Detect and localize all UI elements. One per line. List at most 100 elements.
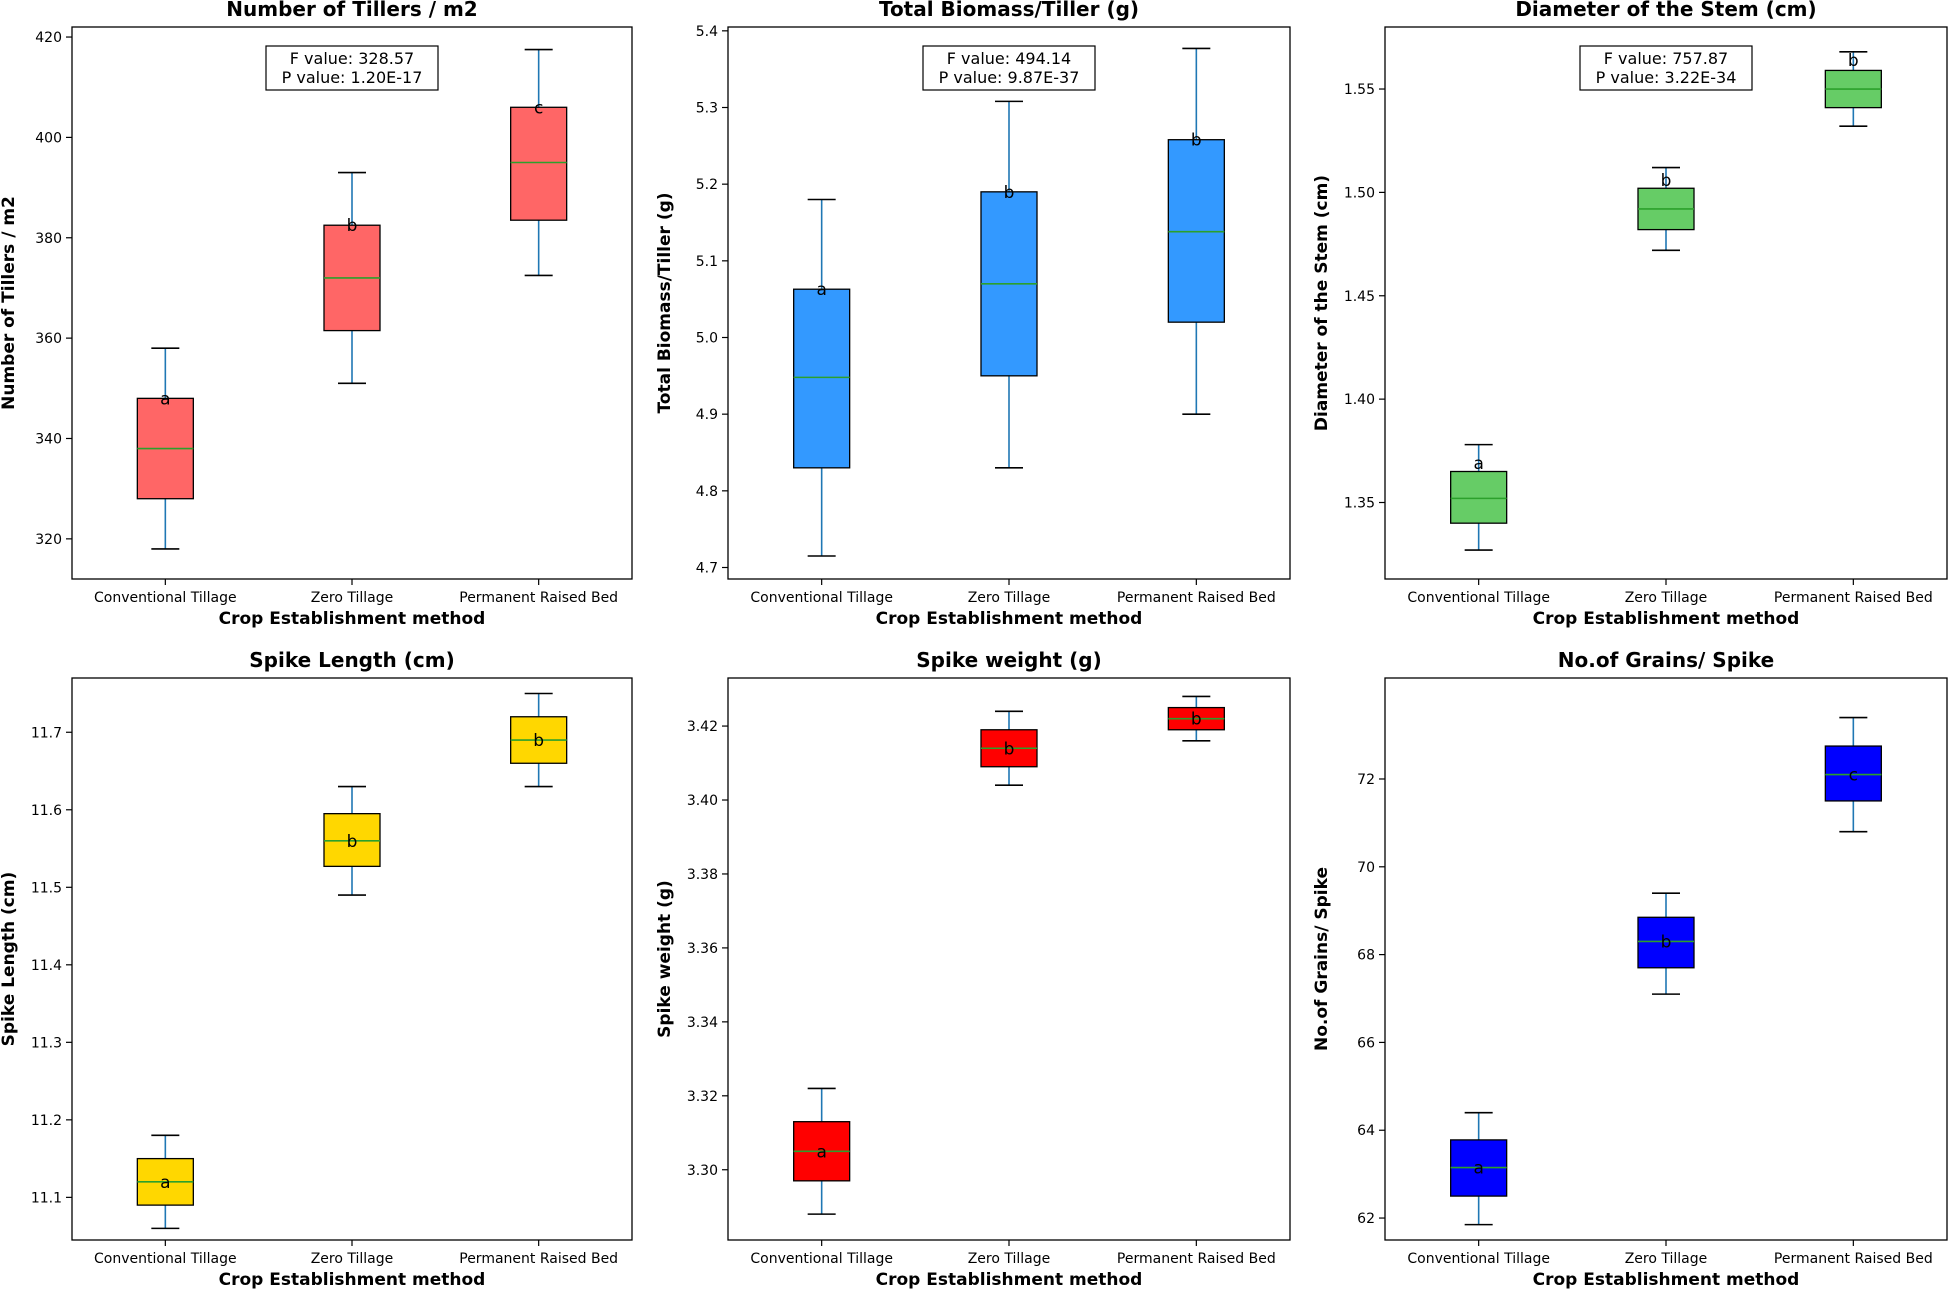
x-tick-label: Zero Tillage — [311, 1251, 394, 1267]
y-tick-label: 64 — [1357, 1123, 1375, 1139]
chart-title: No.of Grains/ Spike — [1558, 648, 1774, 672]
y-tick-label: 1.45 — [1344, 289, 1375, 305]
y-tick-label: 11.6 — [31, 803, 62, 819]
stats-box — [1579, 45, 1753, 91]
box-iqr — [1824, 745, 1882, 802]
y-tick-label: 3.36 — [687, 941, 718, 957]
box-1 — [1450, 443, 1508, 551]
y-tick-label: 340 — [35, 431, 62, 447]
y-tick-label: 1.50 — [1344, 185, 1375, 201]
box-3 — [1167, 47, 1225, 415]
x-tick-label: Permanent Raised Bed — [1774, 590, 1933, 606]
x-tick-label: Permanent Raised Bed — [459, 590, 618, 606]
box-2 — [1637, 166, 1695, 252]
significance-letter: b — [347, 216, 358, 236]
p-value: P value: 9.87E-37 — [939, 68, 1080, 87]
x-tick-label: Permanent Raised Bed — [1117, 1251, 1276, 1267]
box-1 — [793, 1087, 851, 1215]
box-2 — [980, 710, 1038, 787]
box-3 — [1824, 51, 1882, 128]
y-axis-label: Number of Tillers / m2 — [0, 196, 19, 410]
x-tick-label: Conventional Tillage — [1407, 590, 1550, 606]
y-tick-label: 11.4 — [31, 958, 62, 974]
x-axis-label: Crop Establishment method — [1533, 609, 1800, 629]
x-tick-label: Permanent Raised Bed — [1774, 1251, 1933, 1267]
y-axis-label: Diameter of the Stem (cm) — [1312, 175, 1332, 431]
chart-title: Total Biomass/Tiller (g) — [879, 0, 1139, 21]
box-iqr — [510, 106, 568, 221]
x-axis-label: Crop Establishment method — [219, 1270, 486, 1290]
y-tick-label: 5.3 — [696, 101, 718, 117]
significance-letter: b — [533, 731, 544, 751]
x-tick-label: Permanent Raised Bed — [459, 1251, 618, 1267]
y-tick-label: 5.0 — [696, 331, 718, 347]
chart-panel-5: Spike weight (g) 3.30 3.32 3.34 3.36 3.38 3.40… — [655, 648, 1291, 1290]
x-tick-label: Zero Tillage — [1625, 590, 1708, 606]
chart-title: Spike Length (cm) — [249, 648, 454, 672]
y-tick-label: 3.40 — [687, 793, 718, 809]
significance-letter: c — [534, 98, 543, 118]
y-tick-label: 11.1 — [31, 1190, 62, 1206]
box-1 — [136, 347, 194, 550]
significance-letter: a — [1473, 454, 1483, 474]
y-tick-label: 11.5 — [31, 880, 62, 896]
y-tick-label: 320 — [35, 532, 62, 548]
box-3 — [1824, 716, 1882, 833]
significance-letter: a — [160, 1173, 170, 1193]
y-tick-label: 68 — [1357, 948, 1375, 964]
y-tick-label: 380 — [35, 231, 62, 247]
y-tick-label: 3.38 — [687, 867, 718, 883]
x-tick-label: Conventional Tillage — [94, 590, 237, 606]
significance-letter: b — [1661, 932, 1672, 952]
box-3 — [510, 48, 568, 277]
chart-title: Spike weight (g) — [916, 648, 1101, 672]
y-tick-label: 5.2 — [696, 177, 718, 193]
p-value: P value: 3.22E-34 — [1596, 68, 1737, 87]
x-axis-label: Crop Establishment method — [1533, 1270, 1800, 1290]
box-iqr — [1637, 916, 1695, 969]
x-tick-label: Permanent Raised Bed — [1117, 590, 1276, 606]
chart-panel-6: No.of Grains/ Spike 62 64 66 68 70 72 Conventio… — [1312, 648, 1948, 1290]
y-tick-label: 62 — [1357, 1211, 1375, 1227]
x-tick-label: Zero Tillage — [968, 1251, 1051, 1267]
y-tick-label: 4.8 — [696, 484, 718, 500]
x-axis-label: Crop Establishment method — [876, 1270, 1143, 1290]
y-tick-label: 4.9 — [696, 407, 718, 423]
y-tick-label: 3.42 — [687, 719, 718, 735]
y-tick-label: 1.55 — [1344, 82, 1375, 98]
x-tick-label: Conventional Tillage — [94, 1251, 237, 1267]
y-tick-label: 11.3 — [31, 1035, 62, 1051]
box-2 — [980, 100, 1038, 469]
x-tick-label: Conventional Tillage — [750, 590, 893, 606]
box-1 — [136, 1134, 194, 1230]
chart-panel-1: Number of Tillers / m2 320 340 360 380 400 420… — [0, 0, 633, 629]
box-1 — [1450, 1111, 1508, 1226]
y-tick-label: 1.35 — [1344, 496, 1375, 512]
x-tick-label: Zero Tillage — [968, 590, 1051, 606]
p-value: P value: 1.20E-17 — [282, 68, 423, 87]
y-tick-label: 1.40 — [1344, 392, 1375, 408]
box-iqr — [1450, 470, 1508, 524]
y-axis-label: Spike weight (g) — [655, 880, 675, 1038]
y-tick-label: 11.7 — [31, 725, 62, 741]
y-tick-label: 70 — [1357, 860, 1375, 876]
significance-letter: b — [1191, 710, 1202, 730]
stats-box — [265, 45, 439, 91]
significance-letter: b — [1661, 171, 1672, 191]
y-tick-label: 66 — [1357, 1035, 1375, 1051]
y-tick-label: 3.30 — [687, 1163, 718, 1179]
y-tick-label: 400 — [35, 130, 62, 146]
significance-letter: b — [347, 832, 358, 852]
chart-title: Diameter of the Stem (cm) — [1515, 0, 1816, 21]
y-tick-label: 360 — [35, 331, 62, 347]
x-tick-label: Zero Tillage — [1625, 1251, 1708, 1267]
chart-title: Number of Tillers / m2 — [226, 0, 477, 21]
box-2 — [1637, 892, 1695, 995]
box-iqr — [793, 288, 851, 469]
y-axis-label: Total Biomass/Tiller (g) — [655, 192, 675, 413]
y-tick-label: 3.32 — [687, 1089, 718, 1105]
box-2 — [323, 171, 381, 385]
x-axis-label: Crop Establishment method — [876, 609, 1143, 629]
